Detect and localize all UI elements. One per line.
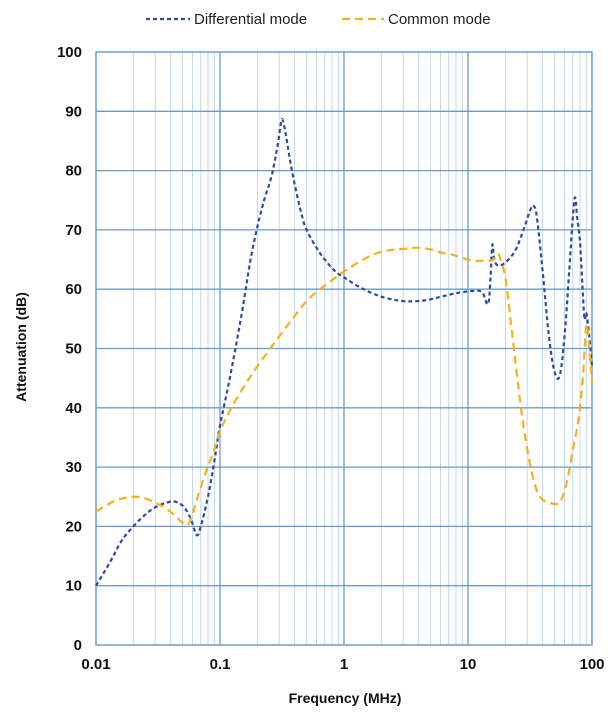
legend-label-common-mode: Common mode [388,11,491,28]
chart-legend: Differential mode Common mode [146,11,491,28]
y-tick-label: 70 [65,222,82,239]
chart-grid [95,51,593,646]
chart-series [95,117,594,587]
y-tick-label: 90 [65,103,82,120]
x-tick-label: 0.01 [81,656,110,673]
plot-frame [95,51,593,646]
series-line-common-mode [95,246,594,527]
legend-label-differential-mode: Differential mode [194,11,307,28]
x-tick-label: 1 [340,656,348,673]
x-tick-label: 0.1 [210,656,231,673]
y-tick-label: 0 [74,637,82,654]
x-tick-label: 10 [460,656,477,673]
y-tick-label: 100 [57,44,82,61]
y-axis-ticks: 0 10 20 30 40 50 60 70 80 90 100 [57,44,82,654]
y-tick-label: 20 [65,518,82,535]
x-tick-label: 100 [579,656,604,673]
y-tick-label: 60 [65,281,82,298]
y-tick-label: 40 [65,400,82,417]
y-tick-label: 80 [65,163,82,180]
y-tick-label: 30 [65,459,82,476]
x-axis-title: Frequency (MHz) [289,690,402,706]
y-tick-label: 50 [65,341,82,358]
series-line-differential-mode [95,117,594,587]
x-axis-ticks: 0.01 0.1 1 10 100 [81,656,604,673]
y-axis-title: Attenuation (dB) [13,292,29,402]
y-tick-label: 10 [65,578,82,595]
